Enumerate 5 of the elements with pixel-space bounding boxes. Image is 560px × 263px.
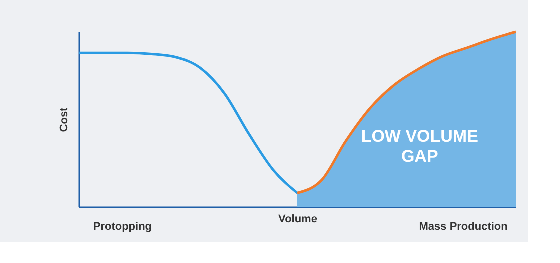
annotation: LOW VOLUME GAP	[361, 127, 478, 166]
text: Mass Production	[419, 221, 508, 233]
text: Protopping	[93, 221, 152, 233]
y-axis-title: Cost	[58, 107, 70, 132]
x-axis-title: Volume	[278, 214, 318, 226]
